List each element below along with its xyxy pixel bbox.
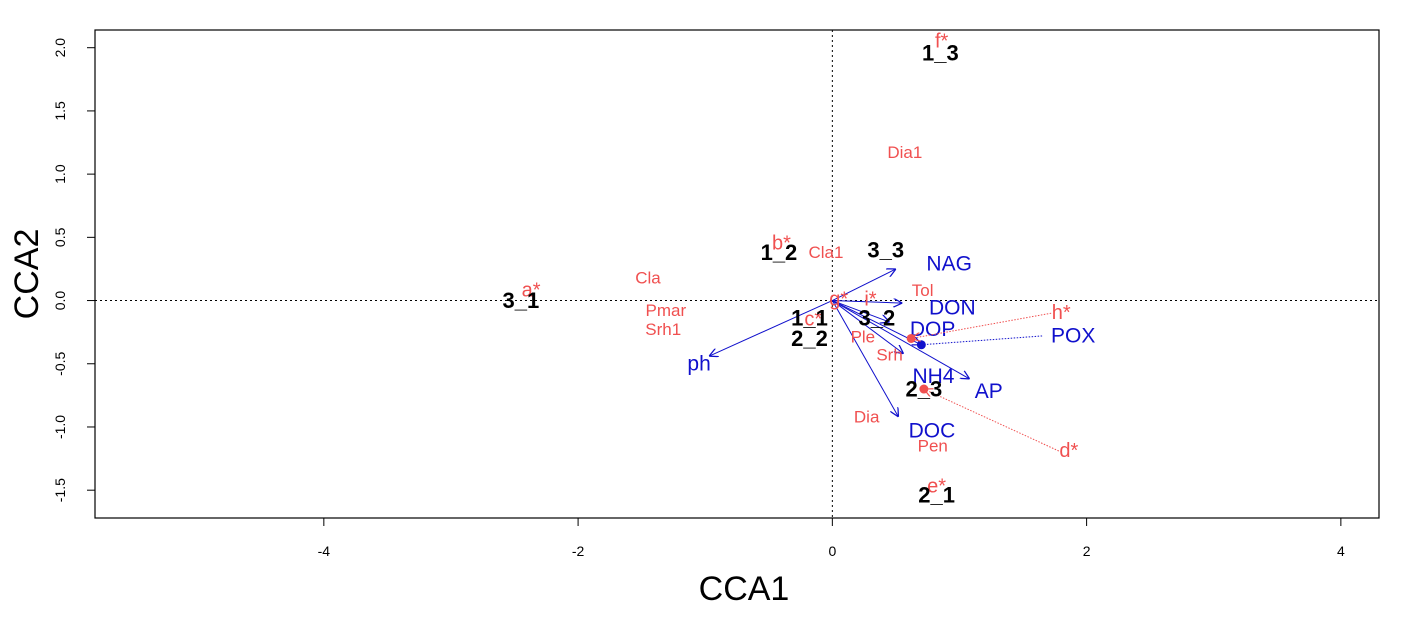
species-label: Srh1 xyxy=(645,320,681,339)
starred-label: f* xyxy=(935,30,949,52)
env-arrow xyxy=(832,301,902,304)
y-tick-label: 0.5 xyxy=(52,227,68,247)
starred-label: b* xyxy=(772,233,791,255)
starred-label: e* xyxy=(927,475,946,497)
y-tick-label: 1.5 xyxy=(52,101,68,121)
site-label: 3_2 xyxy=(858,306,895,331)
star-point xyxy=(919,384,929,394)
x-tick-label: 0 xyxy=(828,543,836,559)
starred-label: i* xyxy=(864,288,876,310)
star-arrow xyxy=(924,389,1060,452)
starred-label: h* xyxy=(1052,302,1071,324)
env-point xyxy=(916,340,926,350)
y-tick-label: -1.5 xyxy=(52,478,68,502)
y-tick-label: 1.0 xyxy=(52,164,68,184)
env-dotted-link xyxy=(921,335,1043,346)
env-label: POX xyxy=(1051,324,1095,347)
starred-label: g* xyxy=(829,288,848,310)
site-label: 3_1 xyxy=(503,288,540,313)
env-arrow xyxy=(832,269,896,301)
x-tick-label: -2 xyxy=(572,543,585,559)
plot-frame xyxy=(94,29,1380,519)
species-label: Pmar xyxy=(645,301,686,320)
x-axis: -4 -2 0 2 4 xyxy=(318,518,1345,559)
site-label: 2_3 xyxy=(906,377,943,402)
species-label: Ple xyxy=(851,328,876,347)
species-label: Cla1 xyxy=(809,243,844,262)
env-label: DON xyxy=(929,297,976,320)
y-tick-label: 0.0 xyxy=(52,291,68,311)
x-tick-label: 2 xyxy=(1083,543,1091,559)
species-label: Pen xyxy=(918,436,948,455)
y-tick-label: -0.5 xyxy=(52,351,68,375)
y-tick-label: -1.0 xyxy=(52,415,68,439)
species-label: Cla xyxy=(635,268,661,287)
env-label: NAG xyxy=(926,252,972,275)
species-label: Dia1 xyxy=(887,143,922,162)
starred-label: a* xyxy=(522,279,541,301)
site-label: 3_3 xyxy=(867,237,904,262)
env-arrow xyxy=(832,300,889,322)
x-axis-title: CCA1 xyxy=(699,570,790,608)
env-arrow xyxy=(832,300,969,379)
starred-points: f* b* a* g* i* c* h* d* e* xyxy=(522,30,1079,497)
env-label: DOP xyxy=(910,318,956,341)
env-arrow xyxy=(832,300,903,354)
starred-label: c* xyxy=(804,309,822,331)
env-label: DOC xyxy=(909,419,956,442)
site-label: 1_2 xyxy=(761,240,798,265)
species-label: Dia xyxy=(854,407,880,426)
reference-lines xyxy=(95,30,1379,518)
env-arrow xyxy=(709,300,833,357)
site-label: 1_1 xyxy=(791,306,828,331)
env-arrow xyxy=(832,300,921,345)
x-tick-label: 4 xyxy=(1337,543,1345,559)
y-axis: -1.5 -1.0 -0.5 0.0 0.5 1.0 1.5 2.0 xyxy=(52,38,95,502)
env-label: NH4 xyxy=(912,365,954,388)
star-point xyxy=(906,333,916,343)
site-scores: 1_3 1_2 3_3 3_1 1_1 3_2 2_2 2_3 2_1 xyxy=(503,40,959,507)
env-label: AP xyxy=(975,380,1003,403)
site-label: 2_2 xyxy=(791,326,828,351)
env-arrow xyxy=(831,300,898,417)
y-axis-title: CCA2 xyxy=(8,229,46,320)
species-label: Tol xyxy=(912,281,934,300)
env-label: ph xyxy=(687,352,710,375)
y-tick-label: 2.0 xyxy=(52,38,68,58)
species-label: Srh xyxy=(876,345,902,364)
x-tick-label: -4 xyxy=(318,543,331,559)
site-label: 1_3 xyxy=(922,40,959,65)
starred-label: d* xyxy=(1059,440,1078,462)
site-label: 2_1 xyxy=(918,483,955,508)
